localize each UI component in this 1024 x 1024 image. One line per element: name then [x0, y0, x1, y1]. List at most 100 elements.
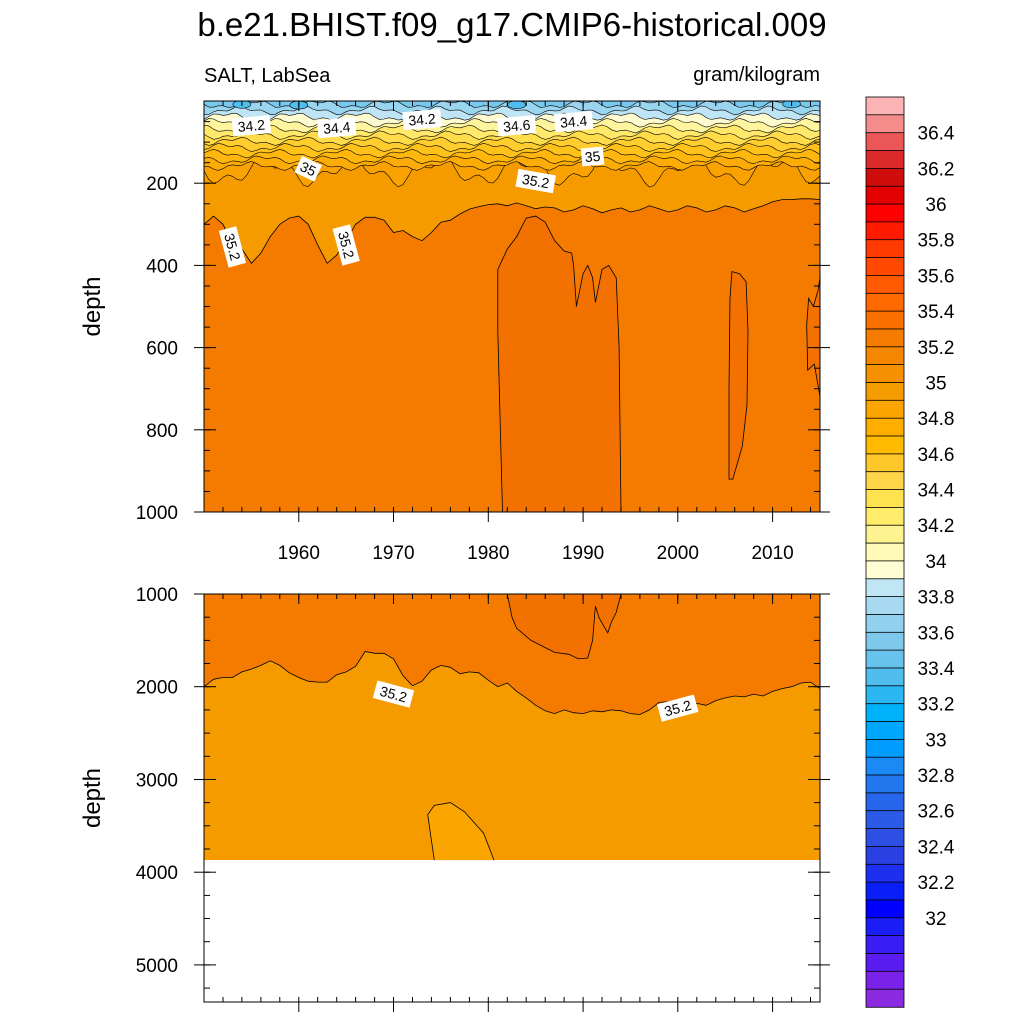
- colorbar-label: 35.6: [918, 266, 955, 287]
- colorbar-swatch: [865, 917, 905, 937]
- y-tick-label: 1000: [136, 503, 178, 524]
- colorbar-label: 36: [925, 195, 946, 216]
- colorbar-label: 33.6: [918, 623, 955, 644]
- colorbar-label: 33: [925, 730, 946, 751]
- region-salty-core-1982-1994: [497, 215, 622, 512]
- colorbar-swatch: [865, 435, 905, 455]
- colorbar: 36.4 36.2 36 35.8 35.6 35.4 35.2 35 34.8 34.6 34.4…: [865, 96, 955, 1008]
- y-tick-label: 4000: [136, 863, 178, 884]
- x-tick-label: 1980: [467, 543, 509, 564]
- colorbar-swatch: [865, 970, 905, 990]
- contour-label-text: 34.4: [559, 112, 588, 130]
- contour-label: 35: [294, 155, 322, 182]
- colorbar-label: 35.2: [918, 338, 955, 359]
- colorbar-swatch: [865, 382, 905, 402]
- colorbar-swatch: [865, 221, 905, 241]
- colorbar-swatch: [865, 685, 905, 705]
- contour-label: 35.2: [218, 226, 247, 268]
- colorbar-swatch: [865, 614, 905, 634]
- colorbar-swatch: [865, 239, 905, 259]
- contour-label-text: 35.2: [335, 230, 358, 261]
- colorbar-label: 34.4: [918, 481, 955, 502]
- region-salty-patch-2005-2007: [728, 271, 749, 480]
- colorbar-label: 35.4: [918, 302, 955, 323]
- colorbar-swatch: [865, 132, 905, 152]
- colorbar-swatch: [865, 631, 905, 651]
- missing-data-region: [204, 860, 820, 1002]
- y-tick-label: 800: [146, 421, 178, 442]
- colorbar-label: 33.8: [918, 588, 955, 609]
- y-axis-label: depth: [79, 276, 106, 336]
- colorbar-swatch: [865, 667, 905, 687]
- colorbar-label: 32: [925, 909, 946, 930]
- x-tick-label: 1960: [278, 543, 320, 564]
- x-tick-label: 2000: [657, 543, 699, 564]
- colorbar-label: 32.6: [918, 802, 955, 823]
- contour-line-35-2-deep: [204, 651, 820, 715]
- colorbar-swatch: [865, 524, 905, 544]
- contour-label-text: 34.2: [237, 117, 266, 135]
- x-tick-label: 1970: [372, 543, 414, 564]
- colorbar-swatch: [865, 471, 905, 491]
- colorbar-swatch: [865, 649, 905, 669]
- contour-label: 35.2: [657, 694, 699, 722]
- colorbar-swatch: [865, 899, 905, 919]
- contour-label: 34.4: [316, 117, 357, 139]
- colorbar-swatch: [865, 257, 905, 277]
- colorbar-swatch: [865, 417, 905, 437]
- colorbar-swatch: [865, 489, 905, 509]
- colorbar-label: 35.8: [918, 231, 955, 252]
- colorbar-swatch: [865, 364, 905, 384]
- contour-label: 34.2: [231, 115, 272, 137]
- region-upper-deep-water: [204, 594, 820, 715]
- contour-label: 34.6: [496, 115, 537, 137]
- colorbar-swatch: [865, 185, 905, 205]
- colorbar-swatch: [865, 542, 905, 562]
- colorbar-swatch: [865, 167, 905, 187]
- colorbar-label: 34: [925, 552, 947, 573]
- contour-label-text: 34.6: [502, 117, 531, 135]
- y-axis-label: depth: [79, 768, 106, 828]
- colorbar-label: 32.8: [918, 766, 955, 787]
- contour-label: 34.4: [553, 110, 594, 133]
- contour-label-text: 35.2: [521, 171, 551, 192]
- contour-label-text: 35.2: [663, 697, 694, 720]
- contour-label-text: 35.2: [378, 683, 409, 706]
- contour-label: 35.2: [515, 168, 556, 194]
- colorbar-swatch: [865, 953, 905, 973]
- region-salty-patch-2012-2015: [806, 277, 820, 397]
- colorbar-swatch: [865, 203, 905, 223]
- y-tick-label: 1000: [136, 585, 178, 606]
- contour-label: 35: [580, 146, 605, 167]
- colorbar-label: 33.2: [918, 695, 955, 716]
- colorbar-label: 34.2: [918, 516, 955, 537]
- lower-depth-panel: 35.2 35.2 1000 2000 3000 4000 5000 depth: [79, 585, 830, 1012]
- colorbar-swatch: [865, 346, 905, 366]
- colorbar-swatch: [865, 792, 905, 812]
- colorbar-label: 32.4: [918, 837, 955, 858]
- colorbar-swatch: [865, 114, 905, 134]
- y-tick-label: 2000: [136, 678, 178, 699]
- colorbar-swatch: [865, 453, 905, 473]
- contour-label-text: 34.4: [322, 119, 351, 137]
- y-tick-label: 5000: [136, 956, 178, 977]
- colorbar-swatch: [865, 756, 905, 776]
- figure-title: b.e21.BHIST.f09_g17.CMIP6-historical.009: [197, 6, 826, 43]
- surface-eddy: [507, 101, 526, 109]
- contour-label-text: 34.2: [408, 110, 437, 128]
- region-fresher-bottom-patch: [427, 802, 495, 861]
- colorbar-label: 33.4: [918, 659, 955, 680]
- contour-label: 34.2: [402, 108, 442, 131]
- y-tick-label: 200: [146, 174, 178, 195]
- colorbar-swatch: [865, 703, 905, 723]
- colorbar-label: 34.6: [918, 445, 955, 466]
- colorbar-swatch: [865, 560, 905, 580]
- variable-label: SALT, LabSea: [204, 65, 331, 87]
- colorbar-swatch: [865, 96, 905, 116]
- contour-label: 35.2: [372, 680, 415, 708]
- colorbar-swatch: [865, 739, 905, 758]
- colorbar-label: 36.2: [918, 159, 955, 180]
- colorbar-swatch: [865, 935, 905, 955]
- colorbar-swatch: [865, 506, 905, 526]
